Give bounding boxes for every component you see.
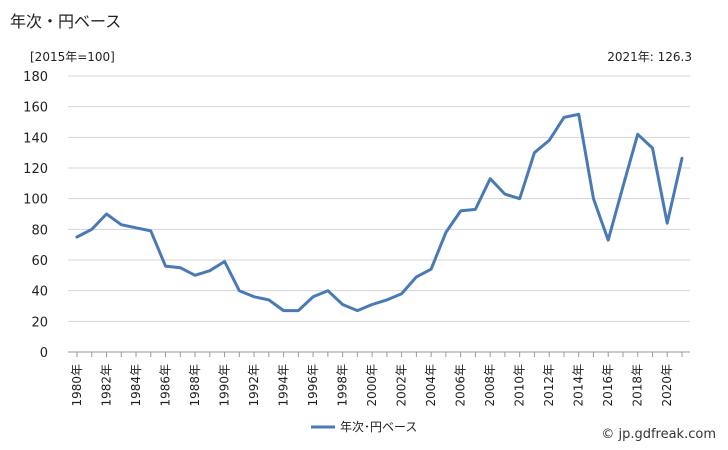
source-credit: © jp.gdfreak.com bbox=[601, 427, 716, 442]
x-tick-label: 2010年 bbox=[513, 364, 527, 407]
x-tick-label: 1982年 bbox=[100, 364, 114, 407]
y-tick-label: 20 bbox=[31, 315, 48, 330]
y-tick-label: 40 bbox=[31, 285, 48, 300]
y-tick-label: 160 bbox=[23, 101, 48, 116]
latest-value-note: 2021年: 126.3 bbox=[607, 50, 692, 64]
x-tick-label: 2002年 bbox=[395, 364, 409, 407]
x-tick-label: 1994年 bbox=[277, 364, 291, 407]
x-tick-label: 2012年 bbox=[542, 364, 556, 407]
x-tick-label: 2014年 bbox=[572, 364, 586, 407]
y-tick-label: 100 bbox=[23, 193, 48, 208]
series-line bbox=[75, 112, 684, 313]
y-tick-label: 180 bbox=[23, 70, 48, 85]
series-group bbox=[75, 112, 684, 313]
x-tick-label: 1998年 bbox=[336, 364, 350, 407]
x-tick-label: 1980年 bbox=[70, 364, 84, 407]
x-tick-label: 1988年 bbox=[188, 364, 202, 407]
x-tick-label: 2000年 bbox=[365, 364, 379, 407]
x-tick-label: 2016年 bbox=[601, 364, 615, 407]
x-axis: 1980年 1982年 1984年 1986年 1988年 1990年 1992年 1994年… bbox=[68, 351, 690, 407]
unit-note: [2015年=100] bbox=[30, 50, 115, 64]
x-tick-label: 1990年 bbox=[218, 364, 232, 407]
chart-title: 年次・円ベース bbox=[10, 12, 122, 31]
x-tick-label: 1992年 bbox=[247, 364, 261, 407]
x-tick-label: 1984年 bbox=[129, 364, 143, 407]
x-tick-label: 2020年 bbox=[660, 364, 674, 407]
x-tick-label: 1986年 bbox=[159, 364, 173, 407]
x-tick-label: 2018年 bbox=[631, 364, 645, 407]
legend-label: 年次･円ベース bbox=[340, 420, 417, 434]
y-tick-label: 80 bbox=[31, 223, 48, 238]
x-tick-label: 2004年 bbox=[424, 364, 438, 407]
y-axis-ticks: 0 20 40 60 80 100 120 140 160 180 bbox=[23, 70, 48, 361]
y-tick-label: 140 bbox=[23, 131, 48, 146]
x-tick-label: 2008年 bbox=[483, 364, 497, 407]
y-tick-label: 0 bbox=[40, 346, 48, 361]
x-tick-label: 1996年 bbox=[306, 364, 320, 407]
legend: 年次･円ベース bbox=[311, 420, 417, 434]
x-tick-label: 2006年 bbox=[454, 364, 468, 407]
y-tick-label: 120 bbox=[23, 162, 48, 177]
grid-lines bbox=[68, 75, 690, 322]
y-tick-label: 60 bbox=[31, 254, 48, 269]
